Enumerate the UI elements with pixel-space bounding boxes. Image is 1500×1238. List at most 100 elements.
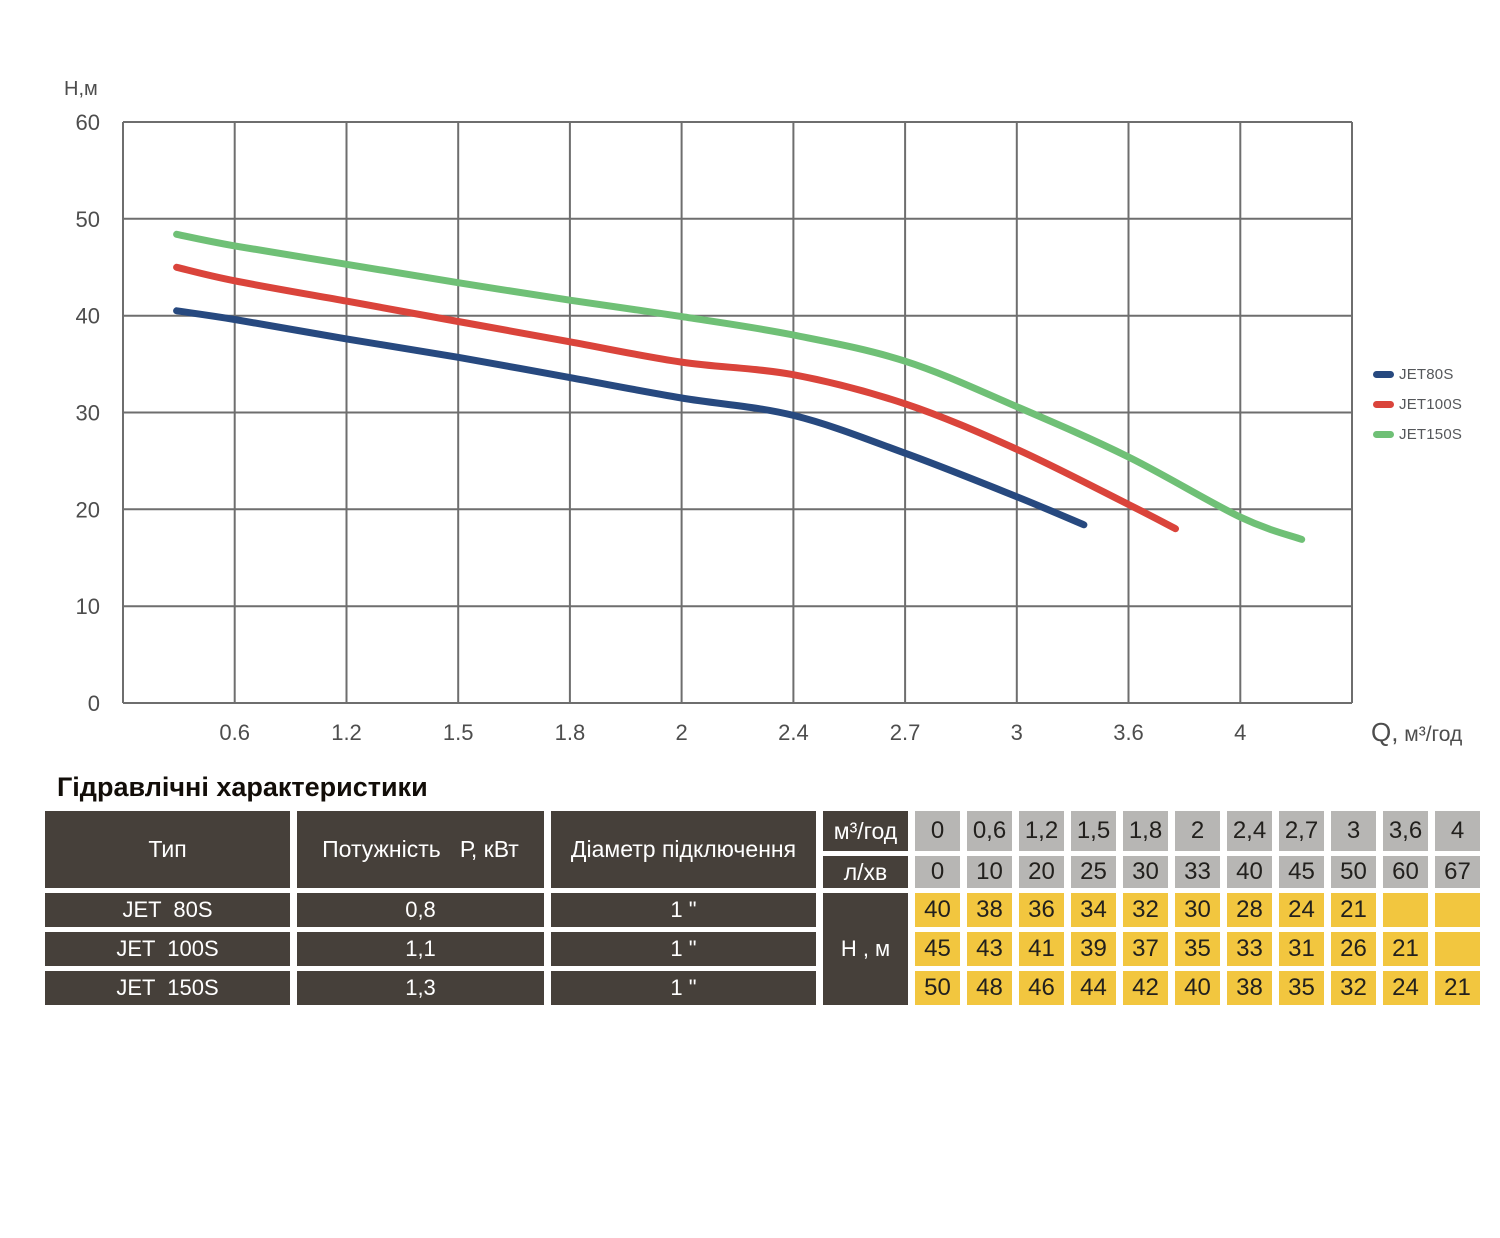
y-tick-label: 20 — [76, 497, 100, 522]
gridlines — [122, 121, 1353, 704]
column-header-1: Потужність Р, кВт — [297, 811, 544, 888]
legend-label: JET150S — [1399, 426, 1463, 443]
lmin-value-10: 67 — [1435, 856, 1480, 888]
lmin-value-6: 40 — [1227, 856, 1272, 888]
head-value-0-1: 38 — [967, 893, 1012, 927]
legend-swatch-icon — [1373, 431, 1394, 438]
y-tick-label: 50 — [76, 207, 100, 232]
x-tick-label: 1.8 — [555, 720, 586, 745]
unit-label-lmin: л/хв — [823, 856, 908, 888]
x-tick-label: 1.2 — [331, 720, 362, 745]
head-value-2-8: 32 — [1331, 971, 1376, 1005]
lmin-value-4: 30 — [1123, 856, 1168, 888]
q-value-8: 3 — [1331, 811, 1376, 851]
head-value-0-8: 21 — [1331, 893, 1376, 927]
hydraulic-spec-table: Тип Потужність Р, кВт Діаметр підключення м… — [38, 806, 1487, 1010]
lmin-value-3: 25 — [1071, 856, 1116, 888]
pump-diameter-1: 1 " — [551, 932, 816, 966]
head-value-2-7: 35 — [1279, 971, 1324, 1005]
head-value-0-3: 34 — [1071, 893, 1116, 927]
q-value-1: 0,6 — [967, 811, 1012, 851]
x-tick-label: 0.6 — [219, 720, 250, 745]
legend-item-JET80S: JET80S — [1373, 366, 1462, 383]
x-axis-title: Q, м³/год — [1371, 717, 1462, 747]
pump-power-1: 1,1 — [297, 932, 544, 966]
head-value-2-5: 40 — [1175, 971, 1220, 1005]
q-value-4: 1,8 — [1123, 811, 1168, 851]
head-value-0-9 — [1383, 893, 1428, 927]
lmin-value-0: 0 — [915, 856, 960, 888]
q-value-7: 2,7 — [1279, 811, 1324, 851]
head-value-2-3: 44 — [1071, 971, 1116, 1005]
curve-JET100S — [173, 263, 1179, 533]
table-title: Гідравлічні характеристики — [57, 772, 428, 802]
head-value-1-8: 26 — [1331, 932, 1376, 966]
q-value-2: 1,2 — [1019, 811, 1064, 851]
head-value-2-0: 50 — [915, 971, 960, 1005]
lmin-value-7: 45 — [1279, 856, 1324, 888]
head-value-0-10 — [1435, 893, 1480, 927]
x-tick-label: 2.4 — [778, 720, 809, 745]
head-value-0-0: 40 — [915, 893, 960, 927]
y-tick-label: 10 — [76, 594, 100, 619]
lmin-value-1: 10 — [967, 856, 1012, 888]
head-value-1-7: 31 — [1279, 932, 1324, 966]
pump-power-2: 1,3 — [297, 971, 544, 1005]
head-value-2-9: 24 — [1383, 971, 1428, 1005]
q-value-9: 3,6 — [1383, 811, 1428, 851]
pump-diameter-2: 1 " — [551, 971, 816, 1005]
head-value-0-2: 36 — [1019, 893, 1064, 927]
curve-JET80S — [173, 307, 1088, 529]
head-value-0-5: 30 — [1175, 893, 1220, 927]
column-header-0: Тип — [45, 811, 290, 888]
pump-curves-chart: 0 10 20 30 40 50 60 0.6 1.2 1.5 1.8 2 2.4 2.7 3 3.6 4 Н,м… — [64, 78, 1462, 747]
pump-type-0: JET 80S — [45, 893, 290, 927]
lmin-value-8: 50 — [1331, 856, 1376, 888]
unit-label-m3h: м³/год — [823, 811, 908, 851]
head-value-2-6: 38 — [1227, 971, 1272, 1005]
y-tick-label: 30 — [76, 401, 100, 426]
head-value-0-4: 32 — [1123, 893, 1168, 927]
head-value-1-2: 41 — [1019, 932, 1064, 966]
legend-label: JET80S — [1399, 366, 1454, 383]
legend-label: JET100S — [1399, 396, 1463, 413]
lmin-value-5: 33 — [1175, 856, 1220, 888]
x-tick-label: 3.6 — [1113, 720, 1144, 745]
q-value-3: 1,5 — [1071, 811, 1116, 851]
lmin-value-9: 60 — [1383, 856, 1428, 888]
head-value-1-1: 43 — [967, 932, 1012, 966]
x-tick-label: 3 — [1011, 720, 1023, 745]
pump-curves-svg: 0 10 20 30 40 50 60 0.6 1.2 1.5 1.8 2 2.4 2.7 3 3.6 4 Н,м… — [64, 78, 1462, 747]
curve-JET150S — [173, 230, 1306, 543]
head-value-0-6: 28 — [1227, 893, 1272, 927]
head-value-2-2: 46 — [1019, 971, 1064, 1005]
q-value-10: 4 — [1435, 811, 1480, 851]
head-value-0-7: 24 — [1279, 893, 1324, 927]
pump-type-1: JET 100S — [45, 932, 290, 966]
head-value-1-4: 37 — [1123, 932, 1168, 966]
pump-power-0: 0,8 — [297, 893, 544, 927]
head-value-2-10: 21 — [1435, 971, 1480, 1005]
lmin-value-2: 20 — [1019, 856, 1064, 888]
x-tick-label: 1.5 — [443, 720, 474, 745]
x-tick-label: 2 — [675, 720, 687, 745]
pump-type-2: JET 150S — [45, 971, 290, 1005]
head-value-1-9: 21 — [1383, 932, 1428, 966]
head-value-2-4: 42 — [1123, 971, 1168, 1005]
pump-diameter-0: 1 " — [551, 893, 816, 927]
h-column-label: Н , м — [823, 893, 908, 1005]
x-tick-label: 4 — [1234, 720, 1246, 745]
column-header-2: Діаметр підключення — [551, 811, 816, 888]
head-value-2-1: 48 — [967, 971, 1012, 1005]
head-value-1-0: 45 — [915, 932, 960, 966]
q-value-5: 2 — [1175, 811, 1220, 851]
legend-item-JET100S: JET100S — [1373, 396, 1462, 413]
head-value-1-5: 35 — [1175, 932, 1220, 966]
legend-swatch-icon — [1373, 401, 1394, 408]
x-tick-label: 2.7 — [890, 720, 921, 745]
head-value-1-6: 33 — [1227, 932, 1272, 966]
chart-legend: JET80S JET100S JET150S — [1373, 366, 1462, 456]
legend-swatch-icon — [1373, 371, 1394, 378]
head-value-1-3: 39 — [1071, 932, 1116, 966]
